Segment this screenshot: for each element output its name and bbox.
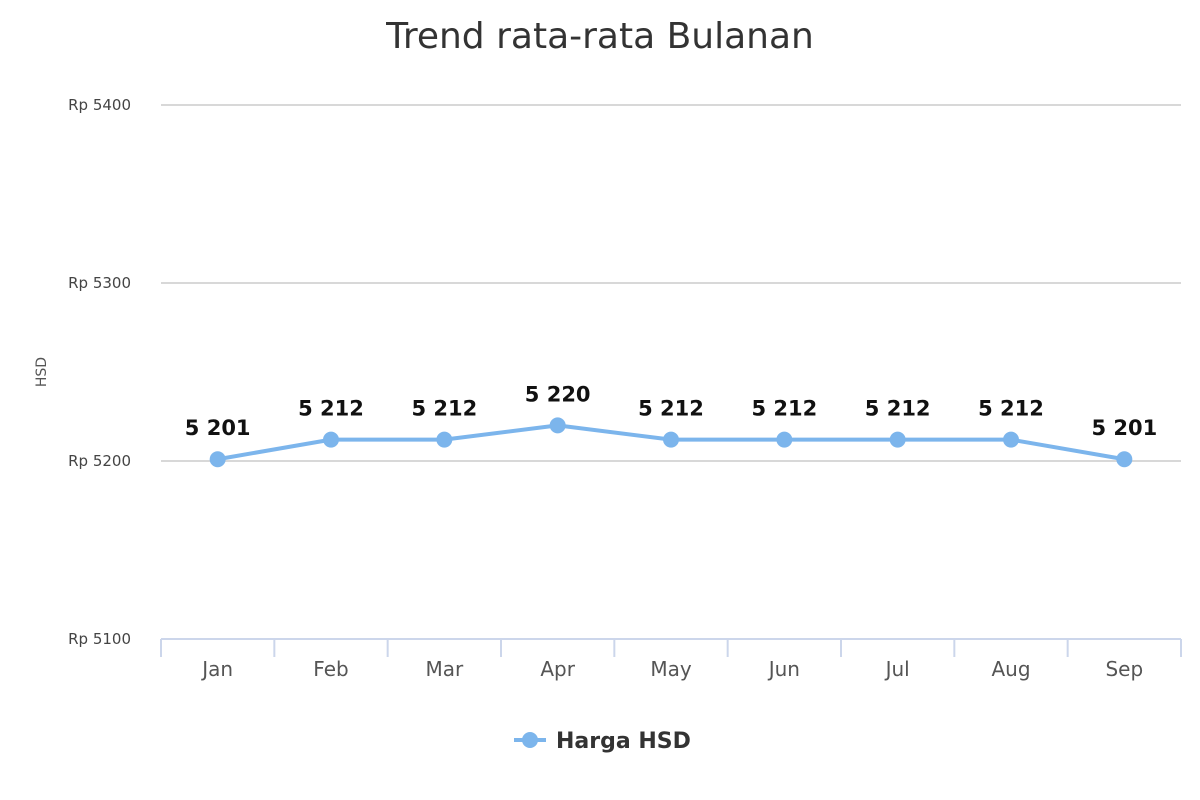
- data-point-jan[interactable]: [209, 451, 226, 468]
- x-axis: Jan Feb Mar Apr May Jun Jul Aug Sep: [160, 638, 1182, 681]
- data-point-apr[interactable]: [549, 417, 566, 434]
- data-label-apr: 5 220: [525, 382, 591, 406]
- x-tick-label-mar: Mar: [425, 657, 464, 681]
- data-point-feb[interactable]: [323, 431, 339, 448]
- data-point-mar[interactable]: [436, 431, 453, 448]
- data-label-feb: 5 212: [298, 397, 364, 421]
- data-label-mar: 5 212: [411, 397, 477, 421]
- x-tick-label-jun: Jun: [767, 657, 800, 681]
- legend-marker-icon: [522, 732, 538, 748]
- x-tick-label-may: May: [650, 657, 692, 681]
- x-tick-label-jan: Jan: [200, 657, 233, 681]
- x-tick-label-sep: Sep: [1105, 657, 1143, 681]
- y-axis: Rp 5100 Rp 5200 Rp 5300 Rp 5400: [68, 96, 131, 648]
- x-tick-label-aug: Aug: [991, 657, 1030, 681]
- data-label-jan: 5 201: [185, 416, 251, 440]
- data-label-jul: 5 212: [865, 397, 931, 421]
- data-label-aug: 5 212: [978, 397, 1044, 421]
- data-label-sep: 5 201: [1091, 416, 1157, 440]
- y-tick-label: Rp 5200: [68, 452, 131, 470]
- data-point-may[interactable]: [663, 431, 679, 448]
- y-tick-label: Rp 5400: [68, 96, 131, 114]
- data-labels: 5 201 5 212 5 212 5 220 5 212 5 212 5 212 5 212…: [183, 380, 1159, 442]
- data-point-jul[interactable]: [889, 431, 906, 448]
- data-label-may: 5 212: [638, 397, 704, 421]
- y-axis-title: HSD: [34, 357, 50, 387]
- x-tick-label-jul: Jul: [884, 657, 910, 681]
- legend-label-harga-hsd: Harga HSD: [556, 729, 691, 754]
- gridlines: [161, 104, 1181, 462]
- data-point-aug[interactable]: [1003, 431, 1019, 448]
- y-tick-label: Rp 5300: [68, 274, 131, 292]
- x-tick-label-apr: Apr: [540, 657, 575, 681]
- legend[interactable]: Harga HSD: [514, 729, 691, 754]
- data-point-sep[interactable]: [1116, 451, 1133, 468]
- y-tick-label: Rp 5100: [68, 630, 131, 648]
- x-tick-label-feb: Feb: [313, 657, 348, 681]
- data-point-jun[interactable]: [776, 431, 793, 448]
- data-label-jun: 5 212: [751, 397, 817, 421]
- chart-title: Trend rata-rata Bulanan: [385, 16, 814, 57]
- series-harga-hsd: [209, 417, 1133, 468]
